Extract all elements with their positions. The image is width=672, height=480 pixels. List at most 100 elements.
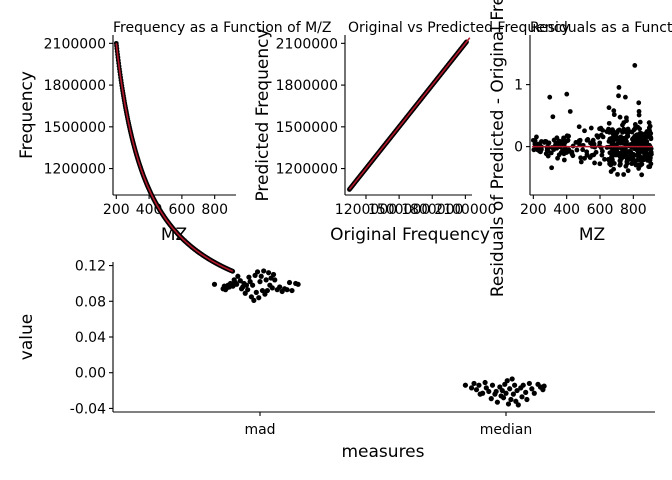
panel-title: Residuals as a Function of M/Z bbox=[530, 20, 672, 36]
data-point bbox=[565, 137, 571, 143]
data-point bbox=[636, 100, 642, 106]
data-point bbox=[607, 161, 613, 167]
data-point bbox=[567, 109, 573, 114]
data-point bbox=[606, 156, 611, 162]
data-point bbox=[269, 285, 275, 291]
y-tick-label: 0 bbox=[514, 140, 523, 156]
data-point bbox=[582, 128, 587, 134]
data-point bbox=[486, 388, 492, 395]
data-point bbox=[554, 135, 560, 141]
data-point bbox=[614, 149, 620, 155]
data-point bbox=[493, 388, 499, 395]
data-point bbox=[261, 268, 267, 274]
data-point bbox=[608, 136, 614, 142]
x-tick-label: 800 bbox=[620, 202, 647, 218]
x-tick-label: 200 bbox=[520, 202, 547, 218]
y-axis-title: Frequency bbox=[17, 71, 37, 159]
y-tick-label: 1800000 bbox=[44, 78, 106, 94]
data-point bbox=[625, 168, 631, 174]
x-tick-label: 2100000 bbox=[434, 202, 496, 218]
data-point bbox=[524, 396, 530, 403]
data-point bbox=[566, 147, 572, 153]
data-point bbox=[587, 155, 593, 161]
x-tick-label: 600 bbox=[169, 202, 196, 218]
data-point bbox=[606, 126, 611, 132]
data-point bbox=[256, 295, 262, 301]
data-point bbox=[530, 137, 536, 143]
data-point bbox=[648, 149, 654, 155]
y-tick-label: 0.12 bbox=[75, 259, 106, 275]
y-tick-label: 2100000 bbox=[276, 36, 338, 52]
data-point bbox=[620, 129, 625, 135]
data-point bbox=[580, 147, 586, 153]
data-point bbox=[630, 156, 636, 161]
data-point bbox=[578, 159, 584, 165]
data-point bbox=[606, 105, 612, 111]
data-point bbox=[529, 386, 535, 392]
y-tick-label: 1800000 bbox=[276, 78, 338, 94]
data-point bbox=[591, 141, 597, 147]
data-point bbox=[510, 391, 516, 397]
data-point bbox=[630, 140, 636, 146]
data-point bbox=[595, 134, 601, 140]
data-point bbox=[515, 402, 521, 408]
data-point bbox=[631, 146, 637, 152]
data-point bbox=[592, 160, 597, 166]
panel-3: Residuals as a Function of M/Z 0 1 200 400 60… bbox=[488, 0, 672, 297]
data-point bbox=[561, 157, 567, 163]
data-point bbox=[611, 112, 617, 118]
data-point bbox=[632, 63, 638, 68]
data-point bbox=[617, 154, 623, 160]
data-point bbox=[480, 390, 486, 396]
data-point bbox=[621, 172, 627, 177]
data-point bbox=[610, 150, 616, 156]
data-point bbox=[482, 379, 488, 386]
data-point bbox=[520, 382, 526, 388]
data-point bbox=[561, 151, 567, 157]
data-point bbox=[257, 279, 263, 285]
data-point bbox=[636, 162, 642, 168]
x-axis-title: measures bbox=[342, 442, 425, 462]
x-tick-label: mad bbox=[244, 422, 275, 438]
data-point bbox=[645, 134, 651, 139]
data-point bbox=[598, 125, 604, 131]
data-point bbox=[284, 287, 290, 293]
data-point bbox=[620, 149, 626, 154]
data-point bbox=[512, 382, 518, 388]
data-point bbox=[626, 128, 631, 133]
data-point bbox=[628, 150, 634, 156]
data-point bbox=[489, 382, 496, 388]
data-point bbox=[258, 273, 264, 279]
data-point bbox=[618, 137, 624, 143]
data-point bbox=[639, 172, 645, 178]
y-axis-title: Predicted Frequency bbox=[253, 28, 273, 201]
data-point bbox=[234, 281, 240, 287]
data-point bbox=[637, 119, 643, 125]
data-point bbox=[488, 396, 494, 402]
data-point bbox=[505, 401, 512, 407]
data-point bbox=[243, 282, 250, 288]
panel-4: -0.04 0.00 0.04 0.08 0.12 measures value mad med… bbox=[17, 259, 655, 462]
y-axis-title: value bbox=[17, 314, 37, 360]
x-axis-title: Original Frequency bbox=[330, 225, 490, 245]
data-point bbox=[641, 139, 647, 145]
data-point bbox=[630, 136, 635, 142]
data-point bbox=[617, 114, 623, 120]
data-point bbox=[531, 390, 537, 396]
y-tick-label: 2100000 bbox=[44, 36, 106, 52]
data-point bbox=[549, 165, 555, 171]
panel-2: Original vs Predicted Frequency120000015… bbox=[253, 20, 570, 245]
data-point bbox=[644, 151, 650, 156]
data-point bbox=[574, 147, 580, 153]
data-point bbox=[264, 287, 270, 294]
data-point bbox=[289, 287, 295, 294]
data-point bbox=[250, 282, 256, 288]
data-point bbox=[537, 146, 543, 152]
data-point bbox=[604, 145, 610, 150]
x-tick-label: 1200000 bbox=[335, 202, 397, 218]
data-point bbox=[635, 149, 641, 155]
data-point bbox=[532, 141, 538, 147]
data-point bbox=[550, 114, 556, 120]
data-point bbox=[254, 269, 261, 275]
